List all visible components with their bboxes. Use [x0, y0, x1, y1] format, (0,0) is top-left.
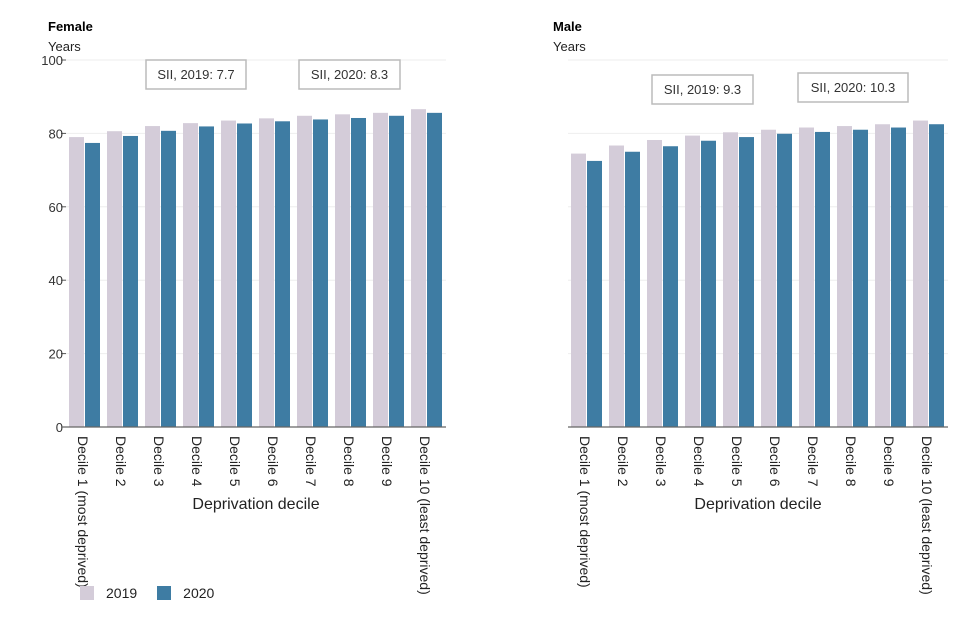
female-y-tick-label: 40: [49, 273, 63, 288]
female-y-axis-label: Years: [48, 39, 81, 54]
female-annotation-box: [298, 59, 401, 90]
female-bar-2019: [297, 115, 312, 427]
male-x-axis-title: Deprivation decile: [694, 496, 821, 513]
male-bar-2020: [853, 129, 868, 428]
male-annotation-text: SII, 2019: 9.3: [664, 82, 741, 97]
female-bar-2020: [275, 121, 290, 427]
male-chart-title: Male: [553, 19, 582, 34]
female-y-tick-label: 100: [41, 53, 63, 68]
male-y-axis-label: Years: [553, 39, 586, 54]
male-bar-2019: [799, 127, 814, 427]
legend-label-2020: 2020: [183, 585, 215, 601]
male-x-tick-label: Decile 5: [729, 436, 745, 487]
female-bar-2019: [411, 109, 426, 427]
male-annotation-box: [797, 72, 909, 103]
legend-swatch-2020: [157, 586, 172, 600]
male-x-tick-label: Decile 10 (least deprived): [919, 436, 935, 595]
male-x-tick-label: Decile 8: [843, 436, 859, 487]
female-bar-2020: [161, 130, 176, 427]
female-bar-2020: [313, 119, 328, 427]
female-x-tick-label: Decile 5: [227, 436, 243, 487]
male-bar-2020: [701, 140, 716, 428]
female-x-tick-label: Decile 1 (most deprived): [75, 436, 91, 588]
male-x-tick-label: Decile 1 (most deprived): [577, 436, 593, 588]
female-y-tick-label: 0: [56, 420, 63, 435]
female-bar-2019: [221, 120, 236, 428]
male-bar-2019: [875, 124, 890, 427]
female-x-tick-label: Decile 8: [341, 436, 357, 487]
female-y-tick-label: 80: [49, 126, 63, 141]
female-bar-2020: [427, 112, 442, 428]
female-x-tick-label: Decile 2: [113, 436, 129, 487]
legend-label-2019: 2019: [106, 585, 138, 601]
female-bar-2020: [389, 115, 404, 427]
male-bar-2019: [647, 140, 662, 428]
female-bar-2019: [335, 114, 350, 427]
female-y-tick-label: 20: [49, 347, 63, 362]
male-x-tick-label: Decile 3: [653, 436, 669, 487]
male-annotation-text: SII, 2020: 10.3: [811, 80, 896, 95]
female-x-tick-label: Decile 3: [151, 436, 167, 487]
male-bar-2020: [891, 127, 906, 427]
male-x-tick-label: Decile 2: [615, 436, 631, 487]
female-bar-2019: [259, 118, 274, 427]
legend-item-2020: 2020: [157, 585, 214, 601]
female-bar-2019: [373, 112, 388, 428]
female-x-tick-label: Decile 10 (least deprived): [417, 436, 433, 595]
male-annotation-box: [651, 74, 754, 105]
male-bar-2020: [815, 131, 830, 427]
female-bar-2020: [237, 123, 252, 427]
female-bar-2020: [123, 135, 138, 427]
male-bar-2019: [609, 145, 624, 428]
legend: 2019 2020: [80, 585, 234, 601]
female-annotation-text: SII, 2020: 8.3: [311, 67, 388, 82]
female-bar-2020: [351, 117, 366, 428]
male-bar-2019: [837, 126, 852, 427]
male-bar-2020: [625, 151, 640, 427]
male-bar-2020: [587, 160, 602, 428]
male-bar-2020: [739, 137, 754, 427]
female-x-tick-label: Decile 9: [379, 436, 395, 487]
male-bar-2019: [913, 120, 928, 428]
female-bar-2020: [85, 142, 100, 427]
legend-swatch-2019: [80, 586, 94, 600]
female-bar-2019: [145, 126, 160, 427]
male-bar-2020: [777, 133, 792, 427]
female-y-tick-label: 60: [49, 200, 63, 215]
female-x-tick-label: Decile 6: [265, 436, 281, 487]
male-x-tick-label: Decile 9: [881, 436, 897, 487]
female-x-tick-label: Decile 4: [189, 436, 205, 487]
male-bar-2019: [571, 153, 586, 427]
female-annotation-text: SII, 2019: 7.7: [157, 67, 234, 82]
female-x-tick-label: Decile 7: [303, 436, 319, 487]
female-bar-2019: [183, 123, 198, 428]
male-x-tick-label: Decile 7: [805, 436, 821, 487]
female-bar-2020: [199, 126, 214, 427]
legend-item-2019: 2019: [80, 585, 137, 601]
male-bar-2019: [761, 129, 776, 428]
male-x-tick-label: Decile 6: [767, 436, 783, 487]
female-bar-2019: [107, 131, 122, 427]
male-bar-2020: [663, 146, 678, 427]
female-bar-2019: [69, 137, 84, 427]
female-chart-title: Female: [48, 19, 93, 34]
male-x-tick-label: Decile 4: [691, 436, 707, 487]
female-annotation-box: [145, 59, 247, 90]
female-x-axis-title: Deprivation decile: [192, 496, 319, 513]
male-bar-2019: [723, 132, 738, 427]
male-bar-2019: [685, 135, 700, 428]
male-bar-2020: [929, 124, 944, 427]
